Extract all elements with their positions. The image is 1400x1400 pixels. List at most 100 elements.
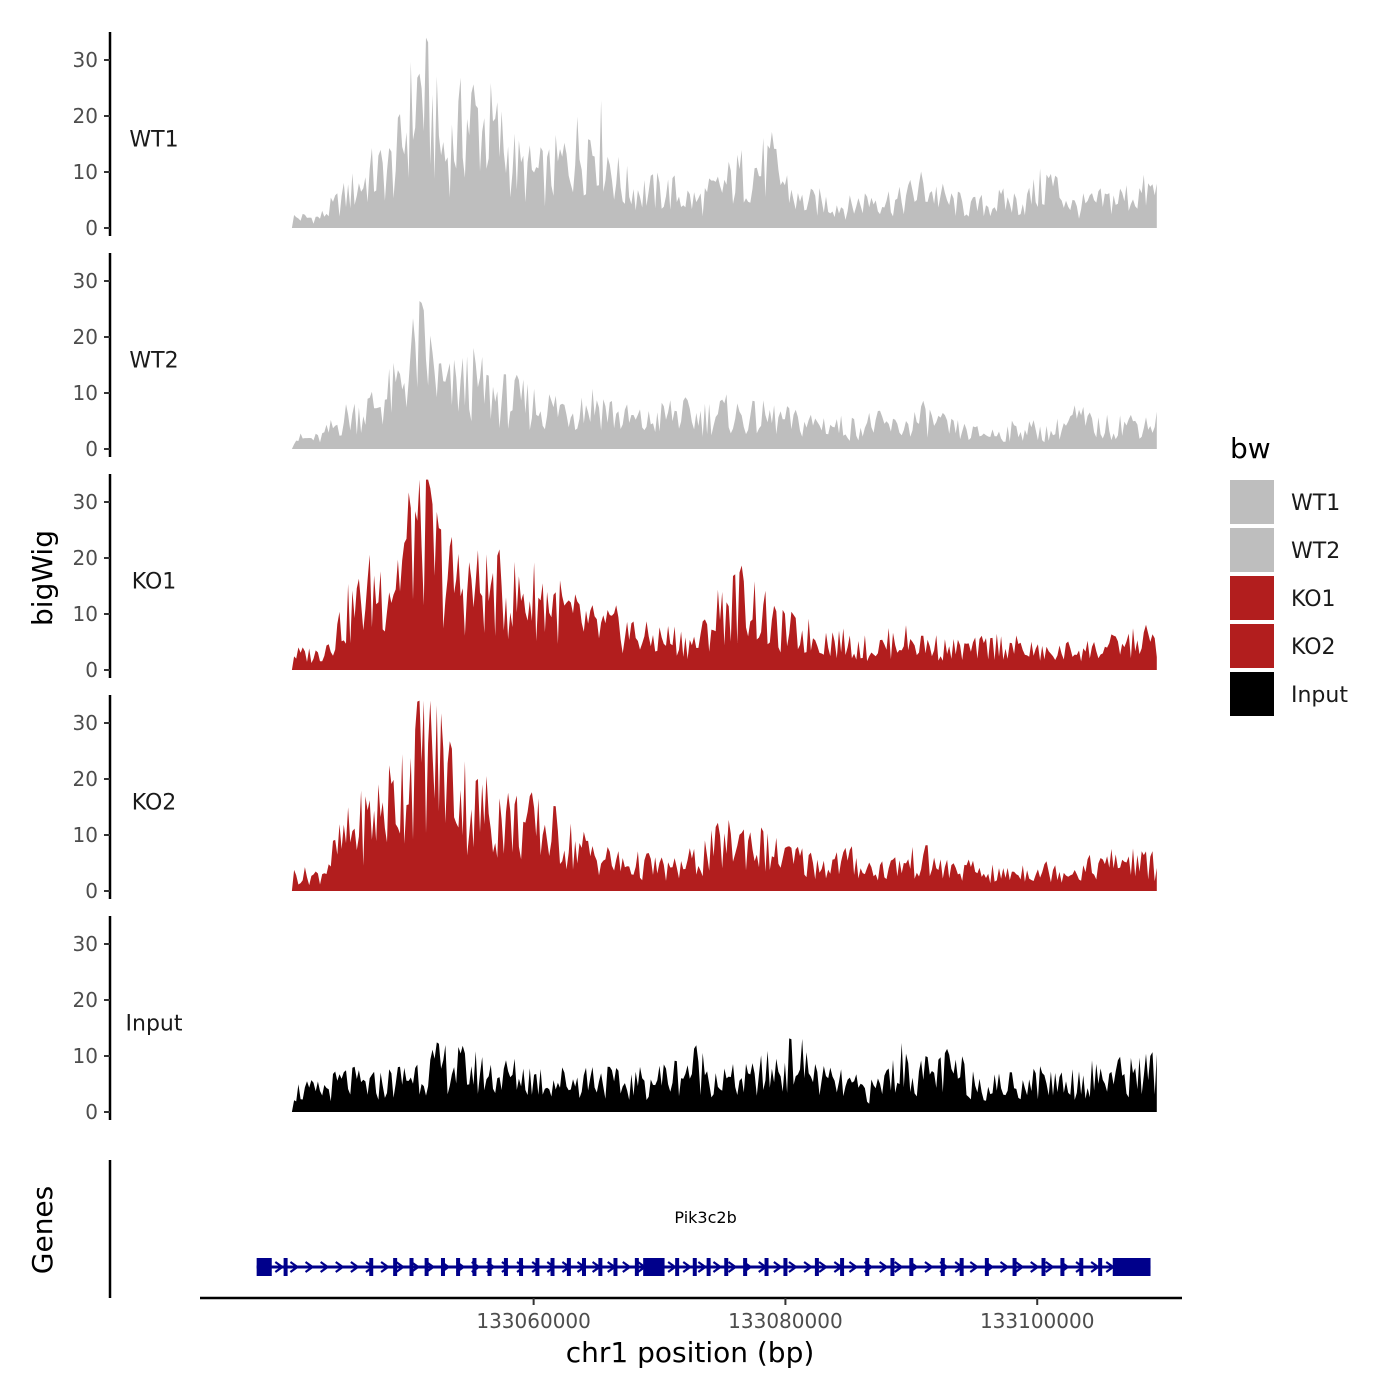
exon (519, 1258, 524, 1276)
strand-arrow (1030, 1261, 1040, 1273)
exon (692, 1258, 697, 1276)
track-panel-input: 0 10 20 30 Input (73, 916, 1157, 1124)
legend-label-wt2: WT2 (1291, 539, 1340, 564)
y-tick-label: 10 (73, 823, 98, 847)
exon (865, 1258, 870, 1276)
exon (724, 1258, 729, 1276)
utr3-block (1112, 1258, 1151, 1276)
legend-swatch-wt1 (1230, 480, 1274, 524)
strand-arrow (304, 1261, 315, 1273)
strand-arrow (319, 1261, 330, 1273)
exon (535, 1258, 540, 1276)
exon (909, 1258, 914, 1276)
x-axis-title: chr1 position (bp) (566, 1336, 815, 1369)
y-tick-label: 20 (73, 104, 98, 128)
y-tick-label: 0 (85, 879, 98, 903)
strand-arrow (274, 1261, 285, 1273)
exon (440, 1258, 445, 1276)
x-tick-label: 133060000 (476, 1309, 591, 1333)
exon (487, 1258, 492, 1276)
y-tick-label: 0 (85, 1100, 98, 1124)
strand-arrow (380, 1261, 390, 1273)
strand-arrow (999, 1261, 1010, 1273)
y-axis-title: bigWig (26, 530, 59, 626)
coverage-area-input (291, 1038, 1157, 1112)
coverage-area-wt2 (291, 301, 1157, 449)
y-tick-label: 20 (73, 546, 98, 570)
legend: bw WT1 WT2 KO1 KO2 Input (1230, 432, 1348, 716)
track-panel-wt2: 0 10 20 30 WT2 (73, 253, 1157, 461)
exon (783, 1258, 788, 1276)
track-label-input: Input (126, 1011, 183, 1036)
y-tick-label: 30 (73, 490, 98, 514)
exon (503, 1258, 508, 1276)
y-tick-label: 10 (73, 381, 98, 405)
exon (550, 1258, 555, 1276)
exon (959, 1258, 964, 1276)
strand-arrow (712, 1261, 723, 1273)
track-panel-ko2: 0 10 20 30 KO2 (73, 695, 1157, 903)
exon (409, 1258, 414, 1276)
legend-swatch-wt2 (1230, 528, 1274, 572)
legend-swatch-ko2 (1230, 624, 1274, 668)
exon (283, 1258, 288, 1276)
genes-track: Pik3c2b (108, 1160, 1151, 1298)
y-tick-label: 30 (73, 711, 98, 735)
utr5-block (256, 1258, 272, 1276)
legend-label-input: Input (1291, 683, 1348, 708)
exon (890, 1258, 895, 1276)
legend-label-ko1: KO1 (1291, 587, 1336, 612)
exon (393, 1258, 398, 1276)
strand-arrow (803, 1261, 813, 1273)
exon (1041, 1258, 1046, 1276)
strand-arrow (622, 1261, 632, 1273)
track-label-wt1: WT1 (129, 127, 178, 152)
track-label-ko2: KO2 (132, 790, 177, 815)
strand-arrow (924, 1261, 934, 1273)
strand-arrow (289, 1261, 300, 1273)
legend-swatch-input (1230, 672, 1274, 716)
strand-arrow (682, 1261, 693, 1273)
exon (456, 1258, 461, 1276)
exon (581, 1258, 586, 1276)
exon (472, 1258, 477, 1276)
coverage-area-ko1 (291, 479, 1157, 670)
exon (764, 1258, 769, 1276)
coverage-area-wt1 (291, 37, 1157, 228)
y-tick-label: 20 (73, 767, 98, 791)
exon (675, 1258, 680, 1276)
strand-arrow (410, 1261, 421, 1273)
exon (424, 1258, 429, 1276)
strand-arrow (848, 1261, 859, 1273)
strand-arrow (788, 1261, 798, 1273)
exon (1012, 1258, 1017, 1276)
exon (369, 1258, 374, 1276)
strand-arrow (818, 1261, 829, 1273)
y-tick-label: 30 (73, 932, 98, 956)
strand-arrow (727, 1261, 738, 1273)
y-tick-label: 20 (73, 325, 98, 349)
strand-arrow (878, 1261, 889, 1273)
track-label-wt2: WT2 (129, 348, 178, 373)
genes-axis-title: Genes (26, 1186, 59, 1274)
strand-arrow (667, 1261, 678, 1273)
exon (984, 1258, 989, 1276)
exon (840, 1258, 845, 1276)
exon (1060, 1258, 1065, 1276)
strand-arrow (1090, 1261, 1101, 1273)
y-tick-label: 0 (85, 216, 98, 240)
track-panel-ko1: 0 10 20 30 KO1 (73, 474, 1157, 682)
gene-name-label: Pik3c2b (674, 1208, 736, 1227)
exon (743, 1258, 748, 1276)
y-tick-label: 30 (73, 48, 98, 72)
exon (598, 1258, 603, 1276)
coding-block (643, 1258, 665, 1276)
strand-arrow (697, 1261, 708, 1273)
track-label-ko1: KO1 (132, 569, 177, 594)
exon (634, 1258, 639, 1276)
track-panel-wt1: 0 10 20 30 WT1 (73, 32, 1157, 240)
exon (1098, 1258, 1103, 1276)
exon (1079, 1258, 1084, 1276)
legend-label-wt1: WT1 (1291, 491, 1340, 516)
